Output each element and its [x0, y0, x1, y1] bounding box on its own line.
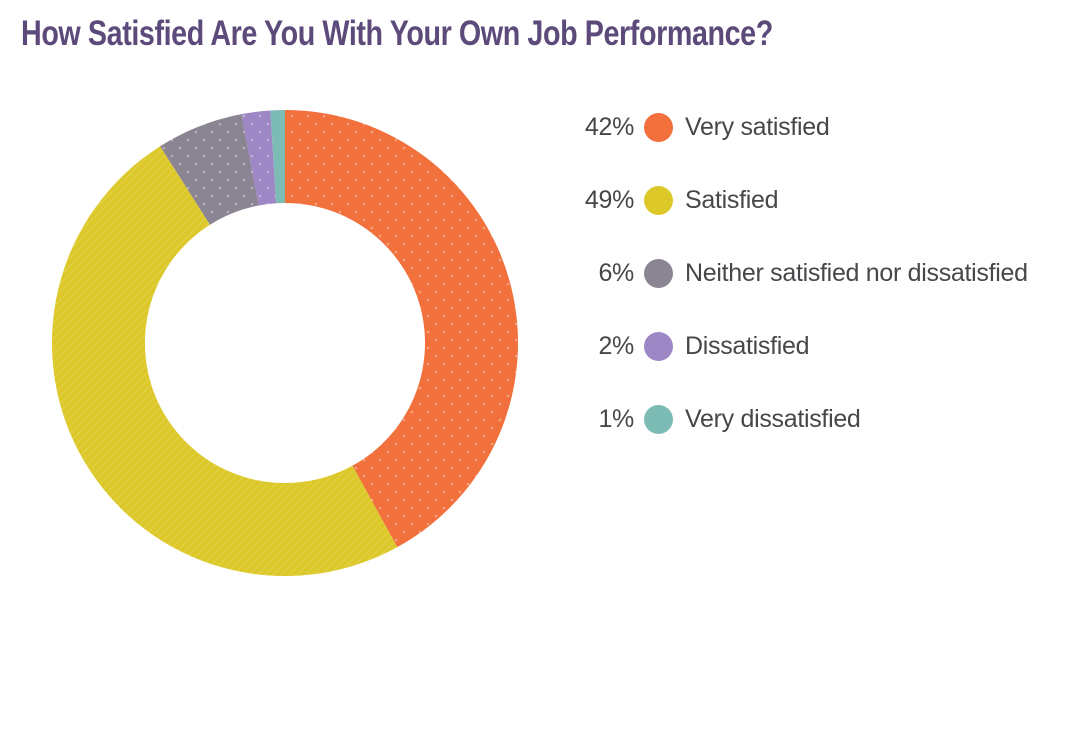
legend-color-swatch	[644, 185, 673, 215]
donut-segment-texture	[285, 110, 519, 548]
legend-percent: 2%	[598, 331, 634, 360]
legend-percent: 49%	[584, 185, 634, 214]
donut-segment-texture	[241, 110, 277, 206]
legend-item: 1% Very dissatisfied	[578, 404, 1028, 434]
legend-percent: 6%	[598, 258, 634, 287]
legend-color-swatch	[644, 112, 673, 142]
legend-item: 2% Dissatisfied	[578, 331, 1028, 361]
legend-percent: 1%	[598, 404, 634, 433]
chart-legend: 42% Very satisfied 49% Satisfied 6% Neit…	[578, 112, 1028, 434]
donut-segment	[270, 110, 285, 204]
legend-label: Neither satisfied nor dissatisfied	[685, 258, 1028, 287]
legend-item: 6% Neither satisfied nor dissatisfied	[578, 258, 1028, 288]
legend-color-swatch	[644, 331, 673, 361]
legend-label: Satisfied	[685, 185, 779, 214]
donut-segment-texture	[51, 146, 398, 577]
legend-label: Very dissatisfied	[685, 404, 861, 433]
legend-item: 42% Very satisfied	[578, 112, 1028, 142]
legend-color-swatch	[644, 258, 673, 288]
legend-color-swatch	[644, 404, 673, 434]
donut-segment-texture	[160, 114, 259, 225]
page-title: How Satisfied Are You With Your Own Job …	[21, 14, 773, 53]
legend-label: Dissatisfied	[685, 331, 810, 360]
legend-item: 49% Satisfied	[578, 185, 1028, 215]
legend-percent: 42%	[584, 112, 634, 141]
legend-label: Very satisfied	[685, 112, 830, 141]
